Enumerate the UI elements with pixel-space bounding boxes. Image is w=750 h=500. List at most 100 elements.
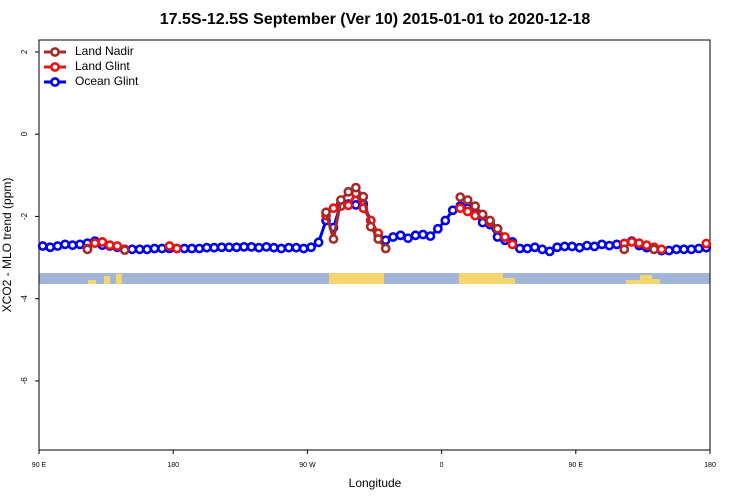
x-axis-label: Longitude: [349, 476, 402, 490]
data-point: [328, 234, 339, 244]
data-point: [611, 239, 622, 250]
data-point: [462, 206, 473, 217]
mask-land: [503, 278, 515, 284]
x-tick-label: 90 E: [569, 462, 584, 469]
x-tick-label: 90 E: [32, 462, 47, 469]
mask-land: [88, 280, 96, 284]
data-point: [157, 243, 167, 254]
data-point: [447, 205, 458, 216]
data-point: [634, 238, 645, 249]
data-point: [559, 241, 570, 252]
data-point: [224, 242, 235, 253]
data-point: [679, 244, 689, 255]
legend-item: Land Nadir: [44, 44, 134, 58]
data-point: [544, 246, 555, 257]
mask-land: [459, 273, 503, 284]
data-point: [701, 238, 712, 249]
mask-land: [116, 274, 122, 284]
data-point: [649, 244, 659, 255]
data-point: [380, 235, 391, 246]
data-point: [470, 201, 481, 212]
data-point: [298, 243, 309, 254]
data-point: [604, 240, 615, 251]
data-point: [418, 229, 428, 240]
land-mask: [39, 273, 710, 284]
legend-marker: [50, 62, 60, 72]
data-point: [231, 242, 242, 253]
data-point: [492, 232, 503, 242]
data-point: [52, 241, 63, 251]
data-point: [328, 203, 339, 214]
data-point: [552, 242, 563, 253]
data-point: [500, 232, 510, 242]
data-point: [693, 243, 704, 254]
data-point: [350, 200, 361, 210]
mask-land: [104, 276, 110, 284]
data-point: [268, 242, 279, 253]
y-tick-label: -4: [20, 295, 29, 303]
data-point: [373, 234, 384, 244]
data-point: [686, 244, 697, 255]
x-tick-label: 180: [704, 462, 716, 469]
data-point: [567, 241, 577, 252]
series: [82, 184, 659, 256]
data-point: [104, 240, 115, 251]
data-point: [172, 243, 182, 254]
data-point: [306, 242, 317, 253]
legend-marker: [50, 47, 60, 57]
data-point: [440, 215, 451, 226]
data-point: [246, 241, 257, 252]
data-point: [37, 241, 48, 251]
data-point: [641, 240, 652, 251]
mask-land: [626, 280, 640, 284]
legend-marker: [50, 77, 60, 87]
legend-label: Land Glint: [75, 59, 130, 73]
data-point: [395, 230, 406, 241]
data-point: [656, 244, 667, 255]
y-axis-label: XCO2 - MLO trend (ppm): [0, 178, 14, 313]
mask-land: [329, 273, 384, 284]
data-point: [239, 241, 249, 252]
data-point: [589, 241, 600, 252]
data-point: [90, 238, 100, 249]
data-point: [75, 239, 85, 250]
data-point: [462, 195, 473, 205]
data-point: [626, 237, 637, 247]
data-point: [514, 243, 525, 254]
data-point: [291, 242, 302, 253]
legend-label: Land Nadir: [75, 44, 134, 58]
data-point: [358, 191, 369, 202]
data-point: [343, 186, 354, 197]
data-point: [313, 237, 324, 248]
chart-title: 17.5S-12.5S September (Ver 10) 2015-01-0…: [160, 11, 591, 28]
data-point: [477, 209, 488, 220]
data-point: [388, 232, 399, 242]
x-tick-label: 180: [167, 462, 179, 469]
data-point: [283, 242, 294, 253]
data-point: [455, 203, 466, 214]
data-point: [596, 239, 607, 250]
mask-land: [640, 275, 652, 284]
data-point: [522, 243, 533, 254]
data-point: [67, 240, 78, 251]
data-point: [112, 241, 123, 251]
data-point: [365, 221, 376, 232]
legend-item: Land Glint: [44, 59, 130, 73]
data-point: [119, 245, 130, 256]
data-point: [149, 243, 160, 254]
data-point: [470, 210, 481, 221]
data-point: [82, 244, 93, 255]
data-point: [45, 242, 56, 253]
data-point: [134, 244, 145, 255]
x-tick-label: 0: [440, 462, 444, 469]
data-point: [97, 237, 108, 247]
data-point: [537, 244, 548, 255]
data-point: [529, 242, 540, 253]
data-point: [403, 233, 413, 244]
data-point: [142, 244, 153, 255]
data-point: [485, 215, 495, 226]
data-point: [343, 200, 354, 211]
data-point: [492, 223, 503, 234]
x-tick-label: 90 W: [299, 462, 316, 469]
